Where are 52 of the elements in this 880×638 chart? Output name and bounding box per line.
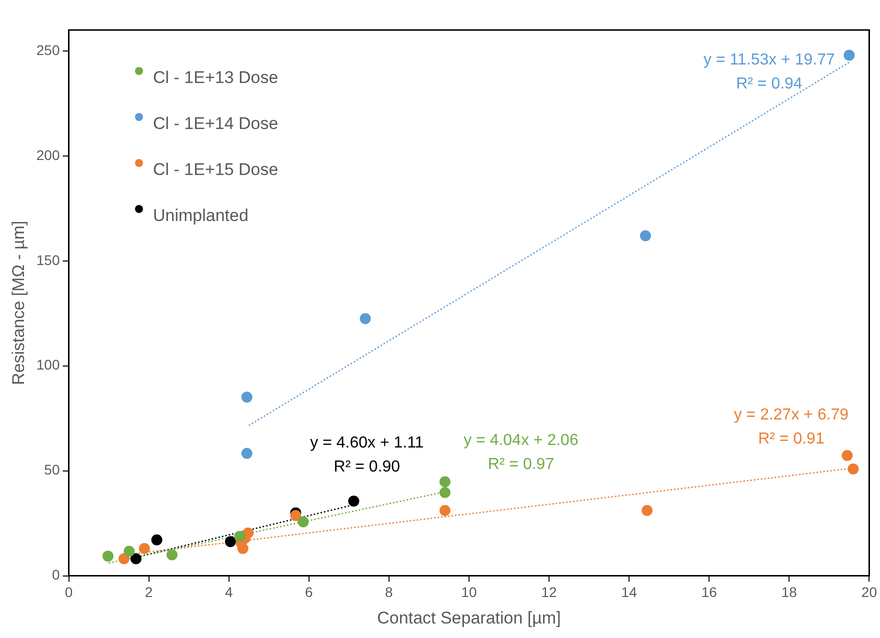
point bbox=[439, 476, 450, 488]
x-tick-label: 10 bbox=[461, 584, 477, 600]
legend-label: Cl - 1E+15 Dose bbox=[153, 160, 278, 180]
point bbox=[844, 50, 855, 61]
x-tick-label: 20 bbox=[861, 584, 878, 600]
x-tick-label: 12 bbox=[541, 584, 558, 600]
point bbox=[642, 505, 653, 516]
point bbox=[439, 505, 450, 516]
x-tick-label: 2 bbox=[144, 584, 153, 600]
point bbox=[298, 516, 309, 528]
point bbox=[848, 463, 859, 474]
y-tick-label: 50 bbox=[44, 462, 60, 478]
x-tick-label: 14 bbox=[621, 584, 638, 600]
x-tick-label: 4 bbox=[224, 584, 233, 600]
annotation: y = 2.27x + 6.79 R² = 0.91 bbox=[734, 406, 849, 448]
x-tick-label: 18 bbox=[781, 584, 798, 600]
annotation: y = 4.04x + 2.06 R² = 0.97 bbox=[464, 432, 578, 474]
point bbox=[151, 534, 162, 546]
y-tick-label: 200 bbox=[36, 146, 60, 163]
legend-label: Unimplanted bbox=[153, 206, 248, 226]
point bbox=[360, 313, 371, 324]
point bbox=[138, 543, 150, 554]
x-tick-label: 6 bbox=[304, 584, 313, 600]
y-axis-title: Resistance [MΩ - µm] bbox=[8, 220, 28, 385]
y-tick-label: 100 bbox=[36, 356, 60, 373]
x-tick-label: 8 bbox=[385, 584, 394, 600]
y-tick-label: 0 bbox=[52, 566, 60, 583]
point bbox=[124, 546, 135, 557]
point bbox=[224, 536, 236, 548]
point bbox=[241, 392, 252, 403]
point bbox=[118, 553, 130, 564]
point bbox=[166, 549, 178, 560]
legend-label: Cl - 1E+14 Dose bbox=[153, 114, 278, 134]
x-tick-label: 16 bbox=[701, 584, 718, 600]
point bbox=[130, 553, 142, 564]
point bbox=[842, 450, 853, 462]
x-tick-label: 0 bbox=[64, 584, 73, 600]
point bbox=[102, 550, 114, 562]
point bbox=[234, 530, 246, 542]
point bbox=[241, 448, 252, 459]
point bbox=[348, 496, 360, 507]
x-axis-title: Contact Separation [µm] bbox=[377, 608, 561, 628]
annotation: y = 11.53x + 19.77 R² = 0.94 bbox=[704, 52, 835, 93]
point bbox=[640, 230, 651, 242]
y-tick-label: 150 bbox=[36, 252, 60, 268]
legend-label: Cl - 1E+13 Dose bbox=[153, 68, 278, 88]
point bbox=[242, 527, 254, 538]
y-tick-label: 250 bbox=[36, 42, 60, 58]
point bbox=[439, 486, 450, 498]
annotation: y = 4.60x + 1.11 R² = 0.90 bbox=[310, 434, 424, 476]
point bbox=[237, 543, 248, 554]
point bbox=[290, 510, 302, 522]
